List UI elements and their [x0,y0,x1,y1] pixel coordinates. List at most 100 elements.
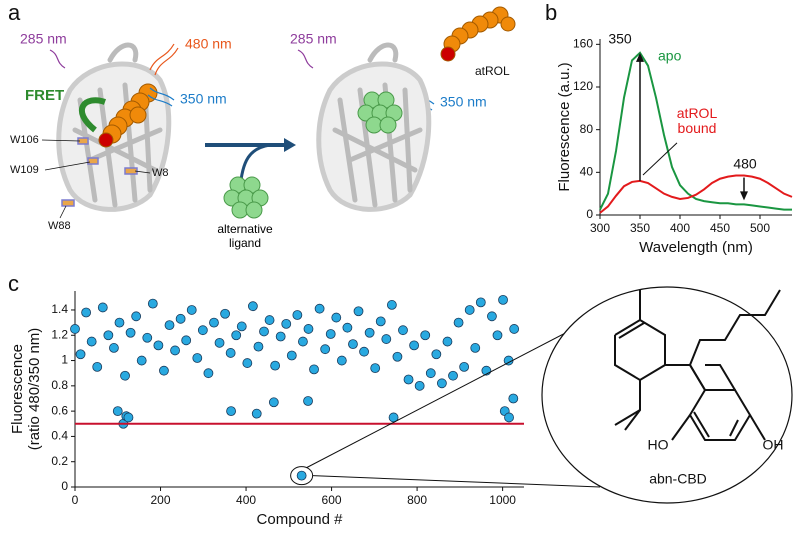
point [298,336,308,347]
annotation: 480 [733,156,757,172]
point [209,317,219,328]
point [159,365,169,376]
point [214,337,225,348]
panel-label: a [8,0,21,25]
point [192,353,203,363]
leader-line [642,142,678,176]
point [270,360,281,371]
label: 285 nm [290,31,337,47]
point [364,327,375,338]
x-axis-label: Wavelength (nm) [639,239,753,256]
arrow-head [636,52,644,62]
molecule [614,289,781,441]
point [459,361,470,372]
point [220,308,230,319]
point [253,341,264,352]
label: W8 [152,167,169,179]
point [264,315,275,325]
point [242,358,253,368]
point [92,361,103,372]
point [114,317,125,328]
x-tick-label: 800 [407,493,427,507]
label: atROL [475,64,510,78]
panel-label: b [545,0,557,25]
point [181,335,192,346]
label: W88 [48,220,71,232]
label: 350 nm [440,94,487,110]
label: W106 [10,134,39,146]
alt-ligand-label-box: alternative ligand [217,222,272,250]
line-series [599,174,793,214]
point [81,307,92,318]
leader-lines [41,139,151,219]
x-tick-label: 1000 [489,493,516,507]
alt-ligand [223,176,269,219]
point [303,396,313,406]
point [431,349,442,360]
label: 285 nm [20,31,67,47]
x-tick-label: 450 [710,221,730,235]
point [142,332,153,343]
point [153,340,164,351]
series-label-box: atROL bound [677,106,717,136]
point [470,343,481,353]
point [109,343,119,353]
point [504,412,514,423]
y-tick-label: 120 [573,79,593,93]
point [170,345,180,356]
point [342,322,353,333]
point [509,324,520,334]
point [225,348,236,358]
point [370,363,381,374]
y-tick-label: 0.2 [51,454,68,468]
y-tick-label: 0.6 [51,403,68,417]
label: 480 nm [185,36,232,52]
point [464,305,475,315]
hydroxyl: HO [648,437,669,453]
point [175,313,186,324]
point [70,324,80,334]
point [147,298,158,309]
y-tick-label: 0 [586,207,593,221]
point [303,324,314,334]
x-tick-label: 0 [72,493,79,507]
point [186,305,197,315]
point [331,312,342,323]
point [498,294,508,305]
point [120,370,130,381]
point [487,311,497,322]
point [268,397,279,408]
ligand-bound [357,91,403,134]
point [112,406,123,417]
fret-arrow [79,97,106,133]
point [281,318,292,329]
point [353,306,364,317]
point [259,326,269,337]
arrow-head [740,191,748,201]
point [164,320,175,331]
point [436,378,447,389]
point [448,370,458,381]
arrow-head [284,138,296,152]
point [309,364,319,375]
point [453,317,464,328]
point [492,330,503,341]
point [296,470,307,481]
point [103,330,114,341]
point [136,355,147,366]
x-tick-label: 200 [151,493,171,507]
y-axis-label: Fluorescence [9,344,26,434]
label: W109 [10,164,39,176]
point [226,406,236,417]
point [381,334,392,344]
label: 350 nm [180,91,227,107]
hydroxyl: OH [763,437,784,453]
point [203,368,214,379]
point [123,412,134,423]
point [359,346,369,357]
y-tick-label: 0.8 [51,378,68,392]
protein-right [316,42,432,212]
point [251,408,262,419]
point [231,330,242,341]
x-tick-label: 300 [590,221,610,235]
